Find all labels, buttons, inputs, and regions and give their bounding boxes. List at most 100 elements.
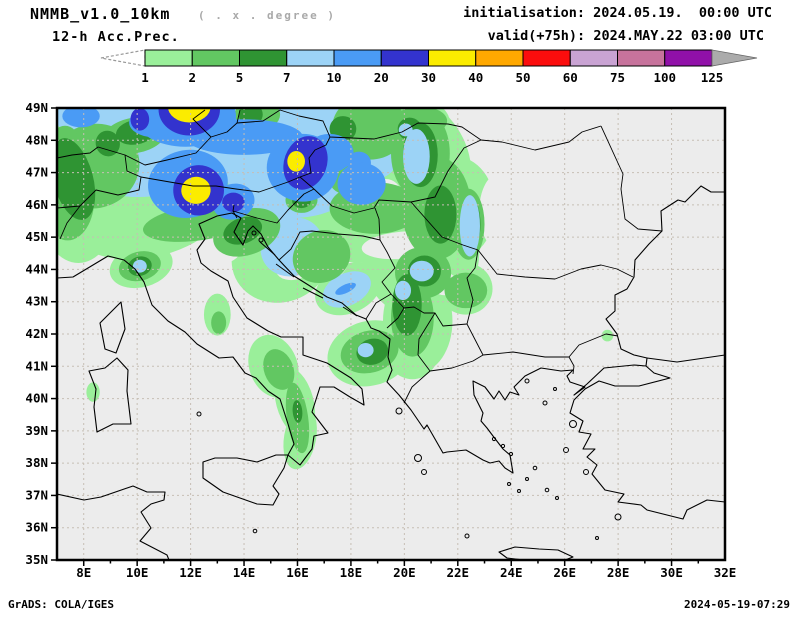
coastline-path	[99, 301, 126, 354]
colorbar-segment	[144, 49, 193, 67]
precip-contour-blob	[62, 108, 100, 128]
x-axis-label: 28E	[607, 565, 630, 580]
colorbar-right-arrow	[711, 49, 758, 67]
precip-contour-blob	[132, 259, 147, 273]
colorbar-segment	[569, 49, 618, 67]
y-axis-label: 46N	[25, 197, 48, 212]
x-axis-labels: 8E 10E 12E 14E 16E 18E 20E 22E 24E 26E 28E 30E 32E	[76, 565, 736, 580]
y-axis-label: 36N	[25, 520, 48, 535]
y-axis-label: 43N	[25, 294, 48, 309]
colorbar-segment	[522, 49, 571, 67]
coastline-path	[57, 185, 725, 474]
coastline-path	[202, 454, 289, 506]
y-axis-label: 37N	[25, 487, 48, 502]
precip-contour-blob	[287, 150, 305, 172]
precip-contour-blob	[444, 272, 488, 309]
island-outline	[553, 387, 557, 391]
island-outline	[414, 454, 422, 462]
colorbar-segment	[428, 49, 477, 67]
precip-contour-blob	[357, 343, 374, 358]
precip-contour-blob	[168, 108, 211, 123]
precip-contour-blob	[211, 311, 227, 334]
island-chain	[342, 306, 358, 317]
island-outline	[595, 536, 599, 540]
valid-time-label: valid(+75h): 2024.MAY.22 03:00 UTC	[487, 28, 764, 44]
precip-contour-blob	[223, 216, 263, 245]
x-axis-label: 14E	[233, 565, 256, 580]
country-border-path	[477, 125, 663, 280]
island-outline	[517, 489, 521, 493]
island-outline	[491, 436, 497, 442]
x-axis-label: 26E	[553, 565, 576, 580]
precip-contour-blob	[395, 280, 412, 301]
island-outline	[196, 411, 202, 417]
precip-contour-blob	[222, 192, 245, 212]
x-axis-label: 30E	[660, 565, 683, 580]
creation-timestamp: 2024-05-19-07:29	[684, 598, 790, 611]
precip-contour-blob	[86, 382, 100, 402]
precip-contour-blob	[337, 162, 386, 205]
y-axis-label: 38N	[25, 455, 48, 470]
colorbar-level-label: 50	[515, 70, 530, 85]
x-axis-label: 10E	[126, 565, 149, 580]
country-border-path	[313, 139, 482, 251]
country-border-path	[124, 109, 482, 166]
y-axis-label: 47N	[25, 165, 48, 180]
country-border-path	[386, 293, 484, 404]
island-chain	[275, 263, 295, 278]
product-title: 12-h Acc.Prec.	[52, 29, 180, 45]
colorbar-left-arrow	[100, 49, 146, 67]
grads-credit: GrADS: COLA/IGES	[8, 598, 114, 611]
coastline-path	[569, 354, 725, 520]
island-outline	[583, 469, 589, 475]
colorbar-level-label: 20	[374, 70, 389, 85]
precip-contour-blob	[601, 329, 614, 342]
precip-contour-blob	[459, 195, 480, 257]
precip-contour-blob	[292, 400, 303, 423]
y-axis-label: 41N	[25, 358, 48, 373]
x-axis-label: 32E	[714, 565, 737, 580]
y-axis-label: 45N	[25, 229, 48, 244]
colorbar-level-label: 100	[653, 70, 676, 85]
island-outline	[395, 407, 403, 415]
colorbar-segment	[475, 49, 524, 67]
country-borders	[57, 109, 663, 404]
x-axis-label: 22E	[447, 565, 470, 580]
island-outline	[508, 451, 514, 457]
resolution-note: ( . x . degree )	[198, 9, 336, 22]
axis-ticks	[51, 107, 700, 566]
y-axis-label: 35N	[25, 552, 48, 567]
colorbar-segment	[286, 49, 335, 67]
precip-contour-blob	[185, 119, 303, 155]
model-title: NMMB_v1.0_10km	[30, 5, 171, 23]
colorbar-level-label: 10	[326, 70, 341, 85]
colorbar-segment	[239, 49, 288, 67]
map-plot-area	[51, 106, 727, 566]
precip-contour-blob	[130, 108, 150, 131]
colorbar-level-label: 125	[701, 70, 724, 85]
island-chain	[259, 241, 276, 256]
y-axis-label: 39N	[25, 423, 48, 438]
x-axis-label: 18E	[340, 565, 363, 580]
country-border-path	[59, 205, 81, 240]
island-outline	[251, 230, 257, 236]
colorbar-segment	[617, 49, 666, 67]
colorbar-level-label: 2	[188, 70, 196, 85]
precip-contour-blob	[263, 349, 295, 390]
colorbar-level-label: 7	[283, 70, 291, 85]
colorbar-legend: 1 2 5 7 10 20 30 40 50 60 75 100 125	[100, 49, 758, 85]
island-chain	[302, 287, 324, 299]
x-axis-label: 20E	[393, 565, 416, 580]
island-outline	[421, 469, 427, 475]
country-border-path	[57, 146, 142, 209]
island-outline	[507, 482, 511, 486]
colorbar-level-label: 30	[421, 70, 436, 85]
precip-contour-blob	[95, 130, 120, 157]
x-axis-label: 8E	[76, 565, 91, 580]
x-axis-label: 16E	[286, 565, 309, 580]
island-outline	[569, 420, 577, 428]
island-outline	[500, 443, 506, 449]
x-axis-label: 24E	[500, 565, 523, 580]
colorbar-level-label: 40	[468, 70, 483, 85]
colorbar-segment	[664, 49, 713, 67]
